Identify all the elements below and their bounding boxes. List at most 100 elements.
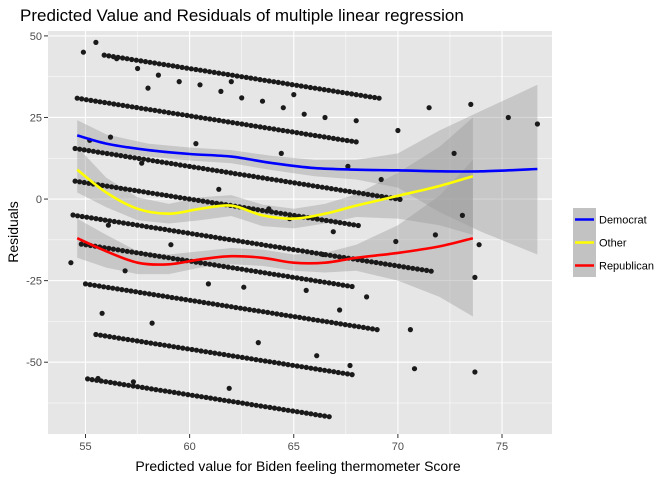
data-point <box>303 364 309 370</box>
data-point <box>244 355 250 361</box>
data-point <box>342 188 348 194</box>
data-point <box>335 89 341 95</box>
data-point <box>249 240 255 246</box>
data-point <box>185 392 191 398</box>
data-point <box>253 123 259 129</box>
data-point <box>174 295 180 301</box>
data-point <box>92 98 99 104</box>
data-point <box>280 361 287 367</box>
data-point <box>257 269 263 275</box>
data-point <box>220 71 226 77</box>
data-point <box>272 244 278 250</box>
data-point <box>374 193 380 199</box>
data-point <box>365 191 371 197</box>
data-point <box>96 283 102 289</box>
data-point <box>230 265 236 271</box>
data-point <box>321 87 327 93</box>
data-point <box>373 259 379 266</box>
data-point <box>116 335 122 341</box>
data-point <box>308 411 314 417</box>
data-point <box>208 234 214 240</box>
data-point <box>122 153 128 159</box>
data-point <box>198 394 205 400</box>
data-point <box>132 155 138 161</box>
data-point <box>151 292 157 298</box>
data-point <box>275 79 281 85</box>
data-point <box>225 264 231 270</box>
legend: Democrat Other Republican <box>573 208 654 277</box>
data-point <box>306 316 312 322</box>
data-point <box>229 72 236 78</box>
data-point <box>310 317 316 323</box>
data-point <box>262 270 268 276</box>
data-point <box>276 360 282 366</box>
data-point <box>315 317 321 323</box>
data-point <box>372 94 378 101</box>
data-point <box>289 129 295 135</box>
data-point <box>115 102 121 108</box>
data-point <box>312 85 318 91</box>
data-point <box>121 382 127 388</box>
data-point <box>200 198 206 204</box>
data-point <box>266 206 272 212</box>
data-point <box>198 115 204 121</box>
data-point <box>124 103 131 109</box>
data-point <box>138 250 144 256</box>
data-point <box>255 340 261 346</box>
data-point <box>86 148 92 154</box>
data-point <box>197 82 203 88</box>
data-point <box>340 370 346 376</box>
data-point <box>148 340 154 346</box>
data-point <box>391 262 398 268</box>
data-point <box>150 158 156 164</box>
data-point <box>358 92 364 98</box>
data-point <box>114 56 120 62</box>
data-point <box>285 362 291 368</box>
data-point <box>212 350 218 356</box>
data-point <box>115 247 121 253</box>
data-point <box>319 217 325 223</box>
data-point <box>127 187 133 193</box>
data-point <box>344 371 351 377</box>
data-point <box>130 221 136 227</box>
data-point <box>337 220 343 226</box>
data-point <box>382 261 388 267</box>
data-point <box>278 178 284 184</box>
data-point <box>244 401 250 407</box>
data-point <box>256 308 262 314</box>
data-point <box>167 389 173 395</box>
data-point <box>410 265 416 271</box>
data-point <box>97 332 104 338</box>
data-point <box>155 72 161 78</box>
data-point <box>237 305 243 311</box>
data-point <box>217 397 223 403</box>
data-point <box>77 146 83 152</box>
data-point <box>292 180 298 186</box>
data-point <box>219 302 225 308</box>
data-point <box>285 128 291 134</box>
data-point <box>164 160 170 166</box>
data-point <box>130 379 136 385</box>
data-point <box>267 243 274 249</box>
data-point <box>211 262 217 268</box>
data-point <box>111 334 117 340</box>
data-point <box>401 264 407 270</box>
data-point <box>72 178 78 184</box>
data-point <box>106 53 112 59</box>
data-point <box>360 191 366 197</box>
data-point <box>136 155 142 162</box>
data-point <box>393 238 399 245</box>
data-point <box>159 192 165 198</box>
smooth-lines <box>76 134 538 266</box>
data-point <box>80 49 86 55</box>
data-point <box>196 299 202 305</box>
data-point <box>351 189 357 195</box>
data-point <box>191 197 197 203</box>
data-point <box>349 91 355 97</box>
data-point <box>353 139 359 145</box>
data-point <box>378 260 384 266</box>
data-point <box>271 405 278 411</box>
data-point <box>146 291 152 297</box>
data-point <box>330 88 336 94</box>
data-point <box>150 190 156 196</box>
